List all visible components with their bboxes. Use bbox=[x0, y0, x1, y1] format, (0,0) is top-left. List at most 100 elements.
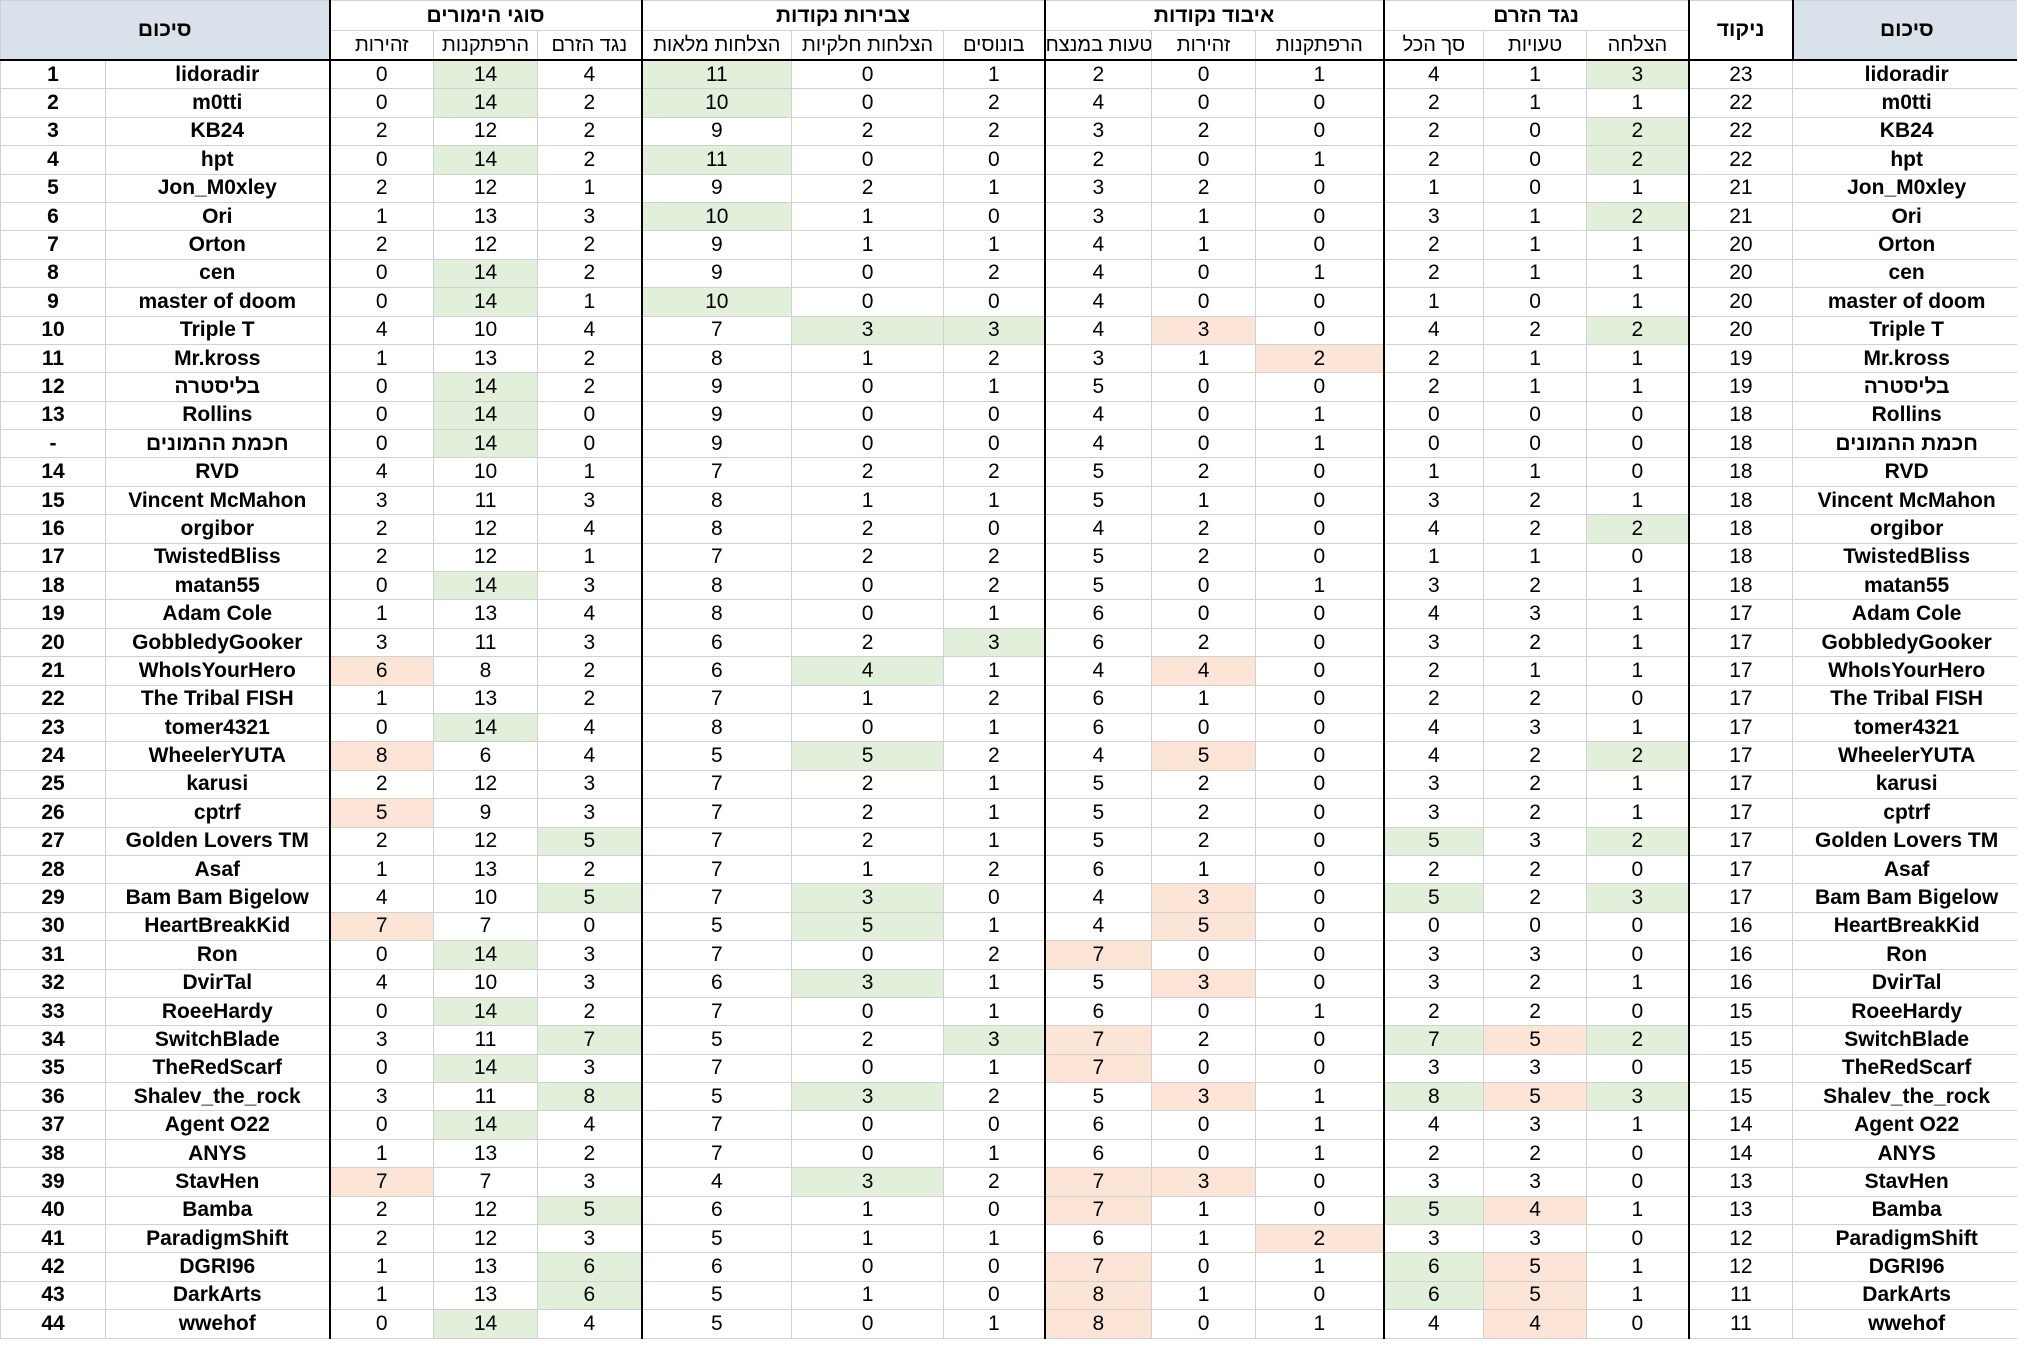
score-cell: 21 bbox=[1688, 201, 1794, 232]
caution-loss-cell: 1 bbox=[1151, 854, 1257, 885]
player-name-right: חכמת ההמונים bbox=[1792, 429, 2017, 459]
reckless-loss-cell: 1 bbox=[1255, 1110, 1385, 1140]
against-total-cell: 2 bbox=[1383, 1138, 1485, 1169]
col-bonus-header: בונוסים bbox=[943, 30, 1046, 61]
player-name-right: Mr.kross bbox=[1792, 343, 2017, 374]
bet-reckless-cell: 13 bbox=[433, 1252, 539, 1282]
against-total-cell: 3 bbox=[1383, 968, 1485, 998]
player-name-left: Golden Lovers TM bbox=[104, 826, 331, 856]
partial-success-cell: 2 bbox=[791, 1025, 945, 1055]
score-cell: 21 bbox=[1688, 173, 1794, 203]
rank-cell: 18 bbox=[0, 571, 106, 601]
table-row: 42 DGRI96 1 13 6 6 0 0 7 0 1 6 5 1 12 DGRI96 bbox=[0, 1252, 2017, 1282]
winner-mistake-cell: 5 bbox=[1044, 798, 1153, 828]
caution-loss-cell: 0 bbox=[1151, 1110, 1257, 1140]
col-winner-mistake-header: טעות במנצח bbox=[1044, 30, 1153, 61]
bonus-cell: 2 bbox=[943, 571, 1046, 601]
against-mistakes-cell: 2 bbox=[1483, 1138, 1588, 1169]
reckless-loss-cell: 0 bbox=[1255, 514, 1385, 544]
against-success-cell: 3 bbox=[1586, 59, 1690, 90]
against-success-cell: 1 bbox=[1586, 258, 1690, 289]
against-success-cell: 1 bbox=[1586, 1252, 1690, 1282]
table-row: 39 StavHen 7 7 3 4 3 2 7 3 0 3 3 0 13 StavHen bbox=[0, 1167, 2017, 1197]
caution-loss-cell: 1 bbox=[1151, 684, 1257, 714]
against-mistakes-cell: 2 bbox=[1483, 996, 1588, 1027]
player-name-right: orgibor bbox=[1792, 514, 2017, 544]
against-mistakes-cell: 1 bbox=[1483, 343, 1588, 374]
partial-success-cell: 0 bbox=[791, 940, 945, 970]
full-success-cell: 9 bbox=[641, 173, 793, 203]
bet-reckless-cell: 11 bbox=[433, 485, 539, 516]
player-name-left: Bamba bbox=[104, 1195, 331, 1226]
player-name-left: Triple T bbox=[104, 315, 331, 345]
table-row: 32 DvirTal 4 10 3 6 3 1 5 3 0 3 2 1 16 DvirTal bbox=[0, 968, 2017, 998]
player-name-right: GobbledyGooker bbox=[1792, 627, 2017, 658]
table-row: 17 TwistedBliss 2 12 1 7 2 2 5 2 0 1 1 0 18 TwistedBlis… bbox=[0, 542, 2017, 573]
bet-against-cell: 1 bbox=[537, 542, 643, 573]
bet-reckless-cell: 12 bbox=[433, 1195, 539, 1226]
full-success-cell: 9 bbox=[641, 116, 793, 147]
bonus-cell: 0 bbox=[943, 201, 1046, 232]
winner-mistake-cell: 7 bbox=[1044, 1195, 1153, 1226]
against-total-cell: 7 bbox=[1383, 1025, 1485, 1055]
bet-caution-cell: 8 bbox=[329, 741, 435, 771]
score-cell: 17 bbox=[1688, 656, 1794, 686]
player-name-left: בליסטרה bbox=[104, 372, 331, 402]
caution-loss-cell: 0 bbox=[1151, 400, 1257, 431]
against-mistakes-cell: 2 bbox=[1483, 741, 1588, 771]
caution-loss-cell: 4 bbox=[1151, 656, 1257, 686]
bonus-cell: 1 bbox=[943, 826, 1046, 856]
score-cell: 20 bbox=[1688, 315, 1794, 345]
against-total-cell: 2 bbox=[1383, 996, 1485, 1027]
table-row: 24 WheelerYUTA 8 6 4 5 5 2 4 5 0 4 2 2 17 WheelerYUTA bbox=[0, 741, 2017, 771]
rank-cell: 12 bbox=[0, 372, 106, 402]
bet-against-cell: 3 bbox=[537, 769, 643, 800]
winner-mistake-cell: 3 bbox=[1044, 201, 1153, 232]
partial-success-cell: 3 bbox=[791, 1082, 945, 1112]
rank-cell: 17 bbox=[0, 542, 106, 573]
bonus-cell: 2 bbox=[943, 741, 1046, 771]
rank-cell: 2 bbox=[0, 88, 106, 118]
reckless-loss-cell: 0 bbox=[1255, 826, 1385, 856]
partial-success-cell: 0 bbox=[791, 1110, 945, 1140]
bonus-cell: 1 bbox=[943, 1053, 1046, 1084]
against-total-cell: 3 bbox=[1383, 1224, 1485, 1254]
rank-cell: 26 bbox=[0, 798, 106, 828]
player-name-left: lidoradir bbox=[104, 59, 331, 90]
bet-against-cell: 7 bbox=[537, 1025, 643, 1055]
partial-success-cell: 2 bbox=[791, 173, 945, 203]
against-mistakes-cell: 3 bbox=[1483, 1053, 1588, 1084]
reckless-loss-cell: 0 bbox=[1255, 712, 1385, 743]
col-caution-header: זהירות bbox=[329, 30, 435, 61]
player-name-right: Ron bbox=[1792, 940, 2017, 970]
table-row: 18 matan55 0 14 3 8 0 2 5 0 1 3 2 1 18 matan55 bbox=[0, 571, 2017, 601]
table-row: 2 m0tti 0 14 2 10 0 2 4 0 0 2 1 1 22 m0tti bbox=[0, 88, 2017, 118]
score-cell: 15 bbox=[1688, 1082, 1794, 1112]
full-success-cell: 9 bbox=[641, 230, 793, 260]
bet-against-cell: 3 bbox=[537, 201, 643, 232]
bonus-cell: 2 bbox=[943, 542, 1046, 573]
table-row: 4 hpt 0 14 2 11 0 0 2 0 1 2 0 2 22 hpt bbox=[0, 145, 2017, 175]
caution-loss-cell: 2 bbox=[1151, 514, 1257, 544]
winner-mistake-cell: 6 bbox=[1044, 1138, 1153, 1169]
winner-mistake-cell: 8 bbox=[1044, 1309, 1153, 1339]
score-cell: 12 bbox=[1688, 1224, 1794, 1254]
full-success-cell: 5 bbox=[641, 1082, 793, 1112]
against-mistakes-cell: 2 bbox=[1483, 798, 1588, 828]
col-reckless-header: הרפתקנות bbox=[433, 30, 539, 61]
player-name-right: RoeeHardy bbox=[1792, 996, 2017, 1027]
against-mistakes-cell: 3 bbox=[1483, 826, 1588, 856]
bet-against-cell: 2 bbox=[537, 258, 643, 289]
reckless-loss-cell: 0 bbox=[1255, 201, 1385, 232]
against-success-cell: 0 bbox=[1586, 1224, 1690, 1254]
bet-caution-cell: 0 bbox=[329, 571, 435, 601]
bet-against-cell: 2 bbox=[537, 116, 643, 147]
against-mistakes-cell: 2 bbox=[1483, 968, 1588, 998]
partial-success-cell: 1 bbox=[791, 485, 945, 516]
player-name-right: ParadigmShift bbox=[1792, 1224, 2017, 1254]
bet-caution-cell: 0 bbox=[329, 940, 435, 970]
winner-mistake-cell: 5 bbox=[1044, 485, 1153, 516]
player-name-left: Mr.kross bbox=[104, 343, 331, 374]
score-cell: 19 bbox=[1688, 343, 1794, 374]
player-name-left: cen bbox=[104, 258, 331, 289]
